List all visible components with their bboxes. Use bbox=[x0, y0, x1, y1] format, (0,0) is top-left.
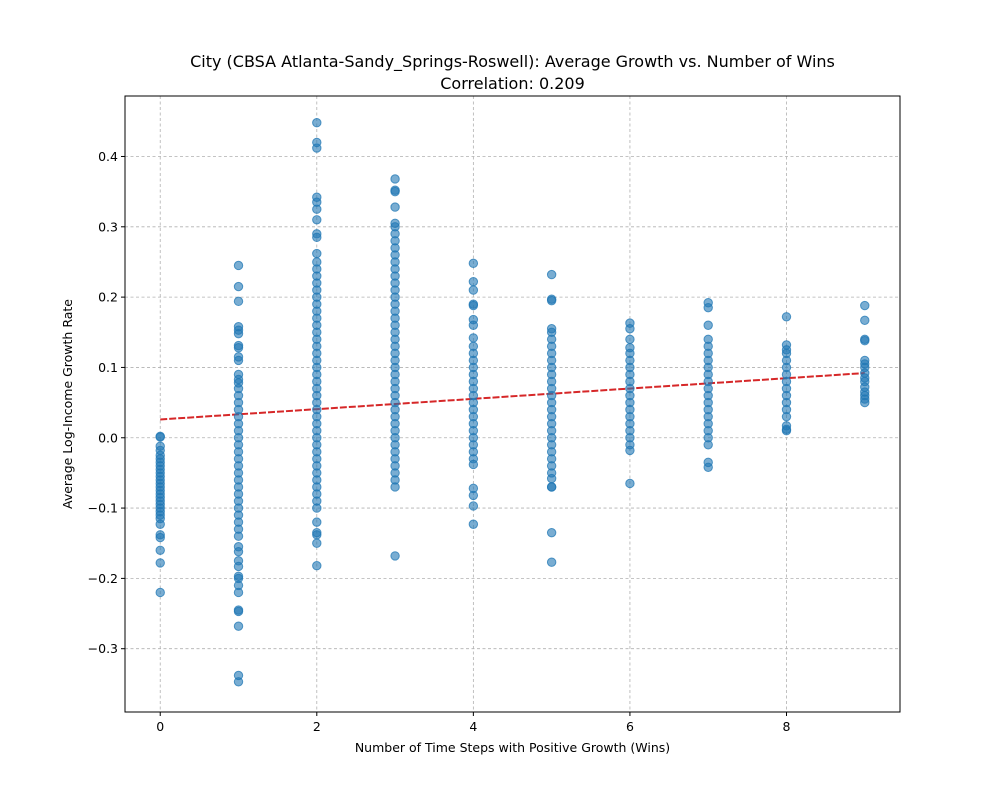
scatter-point bbox=[233, 343, 244, 353]
scatter-point bbox=[312, 232, 322, 243]
scatter-point bbox=[546, 557, 557, 567]
scatter-point bbox=[546, 295, 557, 306]
scatter-point bbox=[860, 300, 870, 311]
scatter-point bbox=[625, 445, 635, 456]
scatter-point bbox=[781, 312, 792, 322]
scatter-point bbox=[155, 558, 165, 568]
x-tick-label: 8 bbox=[783, 719, 791, 734]
scatter-point bbox=[233, 296, 244, 307]
scatter-point bbox=[233, 546, 244, 557]
scatter-point bbox=[155, 432, 165, 442]
scatter-point bbox=[233, 677, 244, 687]
scatter-point bbox=[155, 545, 165, 555]
scatter-point bbox=[390, 186, 400, 197]
scatter-point bbox=[312, 530, 322, 540]
y-axis-label: Average Log-Income Growth Rate bbox=[60, 299, 75, 509]
scatter-point bbox=[390, 174, 400, 184]
y-tick-label: 0.1 bbox=[98, 360, 118, 375]
scatter-point bbox=[233, 606, 244, 617]
x-axis-label: Number of Time Steps with Positive Growt… bbox=[355, 740, 670, 755]
y-tick-label: 0.4 bbox=[98, 149, 118, 164]
scatter-point bbox=[860, 315, 870, 326]
scatter-point bbox=[546, 269, 557, 280]
scatter-point bbox=[546, 473, 557, 484]
y-tick-label: 0.3 bbox=[98, 219, 118, 234]
scatter-point bbox=[703, 462, 713, 472]
axis-ticks: 0 2 4 6 8 −0.3 −0.2 −0.1 0.0 0.1 0.2 0.3 0.4 bbox=[88, 149, 791, 734]
y-tick-label: −0.2 bbox=[88, 571, 118, 586]
scatter-point bbox=[468, 490, 479, 501]
scatter-point bbox=[625, 324, 635, 334]
scatter-point bbox=[625, 334, 635, 345]
scatter-point bbox=[390, 202, 400, 212]
scatter-point bbox=[468, 333, 479, 343]
scatter-point bbox=[233, 281, 244, 292]
scatter-point bbox=[781, 426, 792, 436]
y-tick-label: −0.3 bbox=[88, 641, 118, 656]
y-tick-label: −0.1 bbox=[88, 501, 118, 516]
x-tick-label: 4 bbox=[469, 719, 477, 734]
chart-subtitle: Correlation: 0.209 bbox=[440, 74, 585, 93]
scatter-point bbox=[233, 531, 244, 541]
scatter-point bbox=[155, 532, 165, 543]
scatter-point bbox=[233, 561, 244, 572]
scatter-point bbox=[312, 517, 322, 527]
scatter-point bbox=[312, 248, 322, 259]
scatter-point bbox=[312, 204, 322, 214]
y-tick-label: 0.0 bbox=[98, 430, 118, 445]
scatter-point bbox=[703, 302, 713, 313]
chart-title: City (CBSA Atlanta-Sandy_Springs-Roswell… bbox=[190, 52, 835, 72]
scatter-point bbox=[468, 519, 479, 529]
scatter-point bbox=[312, 143, 322, 153]
scatter-point bbox=[468, 320, 479, 330]
scatter-point bbox=[312, 215, 322, 225]
scatter-point bbox=[703, 320, 713, 330]
scatter-point bbox=[233, 328, 244, 339]
scatter-point bbox=[546, 482, 557, 492]
scatter-point bbox=[468, 300, 479, 311]
scatter-point bbox=[233, 260, 244, 271]
scatter-point bbox=[781, 411, 792, 422]
scatter-point bbox=[860, 397, 870, 408]
scatter-point bbox=[468, 501, 479, 511]
data-points bbox=[155, 118, 870, 687]
scatter-point bbox=[155, 519, 165, 529]
scatter-point bbox=[468, 285, 479, 295]
scatter-point bbox=[390, 482, 400, 492]
scatter-point bbox=[625, 478, 635, 489]
plot-frame bbox=[124, 95, 901, 713]
scatter-point bbox=[233, 621, 244, 631]
trend-line bbox=[160, 372, 865, 421]
scatter-point bbox=[703, 440, 713, 450]
trend-line-layer bbox=[160, 372, 865, 421]
scatter-point bbox=[312, 503, 322, 513]
scatter-point bbox=[233, 587, 244, 598]
y-tick-label: 0.2 bbox=[98, 290, 118, 305]
scatter-point bbox=[468, 258, 479, 269]
scatter-point bbox=[546, 527, 557, 538]
scatter-point bbox=[233, 355, 244, 366]
scatter-point bbox=[860, 336, 870, 346]
x-tick-label: 6 bbox=[626, 719, 634, 734]
x-tick-label: 2 bbox=[313, 719, 321, 734]
scatter-point bbox=[312, 561, 322, 571]
scatter-point bbox=[390, 551, 400, 561]
x-tick-label: 0 bbox=[156, 719, 164, 734]
scatter-point bbox=[468, 459, 479, 470]
scatter-point bbox=[312, 118, 322, 128]
scatter-point bbox=[312, 538, 322, 548]
scatter-point bbox=[155, 587, 165, 598]
scatter-point bbox=[468, 276, 479, 287]
